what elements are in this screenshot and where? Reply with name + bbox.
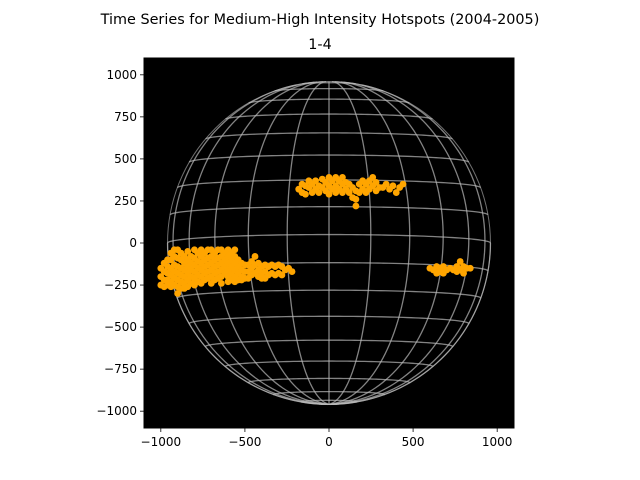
- x-tick-label: −1000: [141, 435, 182, 449]
- x-tick-label: 1000: [482, 435, 513, 449]
- y-tick-label: −750: [104, 362, 137, 376]
- plot-area: [143, 57, 515, 429]
- y-tick-label: 0: [129, 236, 137, 250]
- solar-limb: [167, 81, 491, 405]
- hotspot-point: [251, 253, 259, 260]
- grid-longitude-line: [328, 84, 486, 405]
- hotspot-point: [352, 202, 360, 210]
- y-tick-label: 500: [114, 152, 137, 166]
- hotspot-point: [369, 174, 377, 181]
- y-tick-label: −1000: [96, 404, 137, 418]
- chart-subtitle: 1-4: [308, 37, 332, 53]
- hotspot-point: [392, 189, 400, 196]
- grid-longitude-line: [328, 80, 372, 405]
- grid-longitude-line: [328, 81, 444, 405]
- hotspot-point: [399, 180, 407, 188]
- y-tick-label: 750: [114, 110, 137, 124]
- grid-longitude-line: [328, 81, 470, 405]
- y-tick-label: 250: [114, 194, 137, 208]
- y-tick-label: 1000: [106, 68, 137, 82]
- y-axis: 1000 750 500 250 0 −250 −500 −750 −1000: [96, 68, 144, 418]
- hotspot-point: [231, 246, 239, 254]
- x-tick-label: 0: [325, 435, 333, 449]
- hotspot-point: [174, 290, 182, 297]
- grid-longitude-line: [247, 81, 330, 405]
- hotspot-point: [302, 190, 309, 198]
- hotspot-point: [184, 248, 192, 255]
- hotspot-point: [372, 179, 380, 186]
- grid-longitude-line: [328, 81, 411, 405]
- hotspot-point: [278, 271, 286, 279]
- hotspot-point: [315, 189, 323, 196]
- chart-title: Time Series for Medium-High Intensity Ho…: [100, 12, 540, 28]
- y-tick-label: −500: [104, 320, 137, 334]
- x-axis: −1000 −500 0 500 1000: [141, 428, 513, 449]
- grid-longitude-line: [188, 81, 330, 405]
- hotspot-point: [352, 195, 360, 203]
- grid-longitude-line: [214, 81, 330, 405]
- hotspot-point: [217, 279, 225, 287]
- hotspot-point: [345, 189, 353, 196]
- hotspot-point: [466, 264, 474, 272]
- hotspot-point: [339, 174, 346, 181]
- hotspot-point: [460, 269, 467, 277]
- hotspot-point: [312, 177, 319, 185]
- hotspot-point: [389, 182, 397, 190]
- y-tick-label: −250: [104, 278, 137, 292]
- grid-longitude-line: [286, 80, 330, 405]
- hotspot-point: [325, 190, 333, 198]
- x-tick-label: −500: [228, 435, 261, 449]
- hotspot-point: [456, 258, 464, 265]
- hotspot-point: [288, 268, 296, 275]
- x-tick-label: 500: [402, 435, 425, 449]
- hotspot-point: [382, 180, 390, 188]
- hotspot-markers: [157, 174, 474, 297]
